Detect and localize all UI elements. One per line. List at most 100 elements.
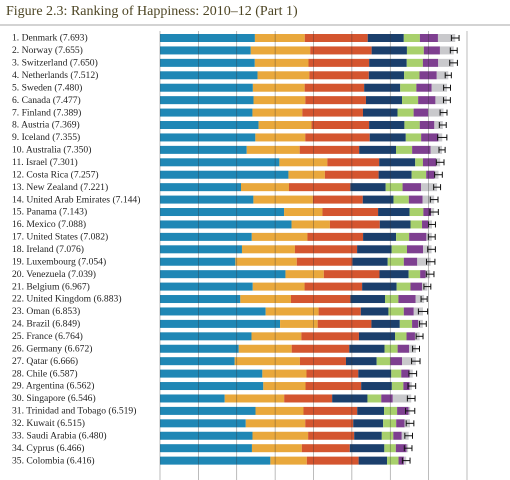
error-bar (418, 320, 427, 327)
bar-segment (399, 319, 413, 328)
bar-segment (160, 307, 266, 316)
category-label: 16. Mexico (7.088) (12, 219, 86, 230)
bar-segment (361, 382, 392, 391)
bar-segment (160, 46, 251, 55)
bar-segment (437, 34, 456, 42)
bar-segment (403, 34, 420, 42)
bar-segment (358, 332, 396, 341)
bar-segment (288, 170, 325, 179)
category-label: 28. Chile (6.587) (12, 368, 78, 379)
error-bar (423, 283, 432, 290)
bar-segment (304, 282, 363, 291)
bar-segment (367, 34, 404, 42)
bar-segment (160, 232, 252, 241)
bar-segment (245, 419, 306, 428)
bar-segment (306, 369, 359, 378)
bar-segment (160, 257, 236, 266)
bar-segment (304, 83, 365, 92)
bar-segment (160, 133, 256, 142)
bar-segment (302, 108, 363, 117)
bar-segment (357, 406, 385, 415)
bar-segment (252, 282, 305, 291)
bar-segment (160, 158, 280, 167)
bar-segment (409, 208, 424, 217)
bar-segment (400, 83, 417, 92)
bar-segment (395, 332, 407, 341)
bar-segment (252, 83, 305, 92)
bar-segment (405, 133, 422, 142)
bar-segment (160, 369, 263, 378)
bar-segment (327, 158, 380, 167)
bar-segment (160, 344, 239, 353)
error-bar (438, 122, 447, 129)
bar-segment (305, 382, 362, 391)
category-label: 26. Germany (6.672) (12, 343, 92, 354)
category-label: 30. Singapore (6.546) (12, 393, 96, 404)
bar-segment (413, 108, 429, 117)
category-label: 8. Austria (7.369) (12, 120, 80, 131)
category-label: 31. Trinidad and Tobago (6.519) (12, 406, 136, 417)
bar-segment (254, 58, 309, 67)
bar-segment (401, 369, 410, 378)
error-bar (442, 97, 451, 104)
bar-segment (396, 282, 411, 291)
bar-segment (423, 46, 440, 55)
bar-segment (291, 344, 350, 353)
bar-segment (257, 71, 310, 80)
bar-segment (265, 307, 319, 316)
bar-segment (301, 444, 350, 453)
bar-segment (398, 456, 404, 465)
bar-segment (160, 444, 252, 453)
category-label: 2. Norway (7.655) (12, 45, 83, 56)
bar-segment (238, 344, 292, 353)
bar-segment (415, 158, 423, 167)
bar-segment (262, 369, 307, 378)
bar-segment (284, 394, 333, 403)
bar-segment (160, 183, 242, 192)
error-bar (427, 233, 436, 240)
bar-segment (395, 444, 407, 453)
bar-segment (258, 121, 312, 130)
bar-segment (160, 145, 247, 154)
category-label: 35. Colombia (6.416) (12, 455, 95, 466)
bar-segment (235, 257, 297, 266)
category-label: 33. Saudi Arabia (6.480) (12, 430, 107, 441)
bar-segment (387, 456, 399, 465)
bar-segment (349, 344, 385, 353)
bar-segment (254, 34, 305, 42)
bar-segment (390, 357, 402, 366)
bar-segment (436, 71, 449, 80)
bar-segment (253, 96, 306, 105)
bar-segment (160, 357, 235, 366)
bar-segment (431, 83, 448, 92)
bar-segment (423, 208, 432, 217)
bar-segment (224, 394, 285, 403)
bar-segment (428, 108, 444, 117)
bar-segment (364, 83, 401, 92)
error-bar (435, 159, 445, 166)
error-bar (411, 358, 421, 365)
error-bar (449, 59, 458, 66)
category-label: 29. Argentina (6.562) (12, 381, 94, 392)
error-bar (420, 296, 428, 303)
bar-segment (422, 220, 429, 229)
category-label: 4. Netherlands (7.512) (12, 70, 98, 81)
category-label: 34. Cyprus (6.466) (12, 443, 84, 454)
error-bar (427, 246, 436, 253)
bar-segment (160, 382, 264, 391)
category-label: 10. Australia (7.350) (12, 145, 91, 156)
error-bar (450, 35, 460, 41)
bar-segment (417, 257, 431, 266)
bar-segment (246, 145, 300, 154)
bar-segment (307, 232, 364, 241)
bar-segment (299, 145, 360, 154)
bar-segment (404, 71, 420, 80)
bar-segment (368, 71, 405, 80)
error-bar (429, 209, 439, 216)
category-label: 25. France (6.764) (12, 331, 83, 342)
bar-segment (322, 208, 379, 217)
bar-segment (383, 419, 397, 428)
bar-segment (160, 121, 259, 130)
bar-segment (385, 183, 403, 192)
